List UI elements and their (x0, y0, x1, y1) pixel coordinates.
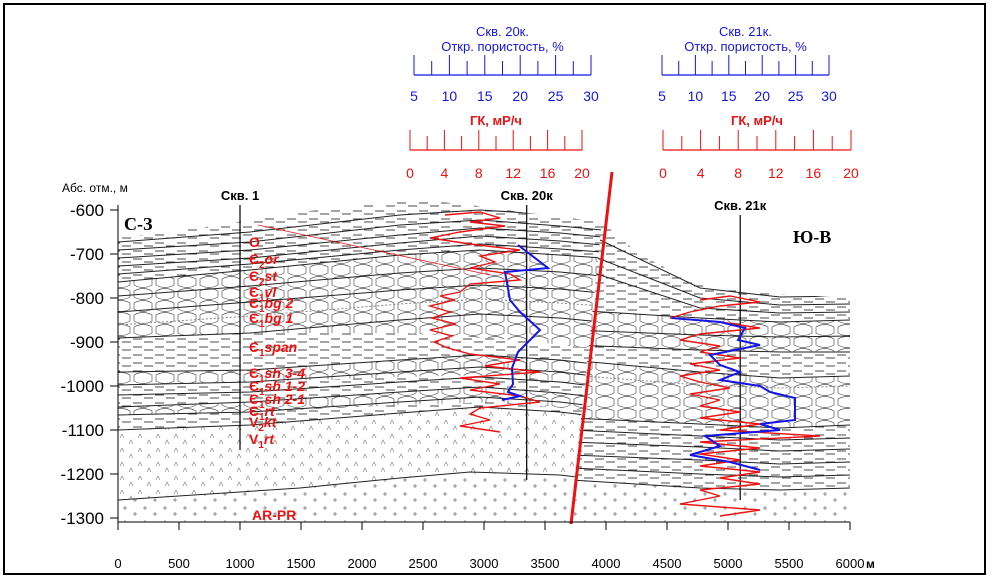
y-tick-label: -1300 (61, 509, 104, 528)
stratum-label: O (249, 234, 260, 250)
y-tick-label: -900 (70, 333, 104, 352)
stratum-label: AR-PR (252, 507, 296, 523)
elevation-axis-label: Абс. отм., м (62, 181, 128, 195)
x-tick-label: 1500 (287, 556, 316, 571)
porosity-tick-label: 25 (548, 88, 564, 104)
stratum-label: V2kt (249, 414, 278, 434)
x-tick-label: 4500 (653, 556, 682, 571)
direction-left: С-З (124, 214, 153, 234)
gamma-tick-label: 4 (441, 165, 449, 181)
porosity-scale-title: Откр. пористость, % (441, 39, 564, 54)
stratum-label: Є2st (249, 268, 278, 288)
porosity-scale-title: Откр. пористость, % (684, 39, 807, 54)
well-label: Скв. 21к (714, 198, 767, 213)
porosity-tick-label: 30 (583, 88, 599, 104)
direction-right: Ю-В (793, 227, 831, 247)
porosity-tick-label: 10 (688, 88, 704, 104)
porosity-tick-label: 15 (721, 88, 737, 104)
distance-axis: 0 500 1000 1500 2000 2500 3000 3500 4000 4500 5000… (114, 521, 865, 571)
well-label: Скв. 1 (221, 188, 259, 203)
well-label: Скв. 20к (501, 188, 554, 203)
porosity-tick-label: 20 (754, 88, 770, 104)
x-tick-label: 500 (168, 556, 190, 571)
stratum-label: Є1vl (249, 284, 277, 304)
porosity-scale-well: Скв. 21к. (719, 24, 772, 39)
gamma-tick-label: 0 (406, 165, 414, 181)
porosity-tick-label: 10 (442, 88, 458, 104)
porosity-tick-label: 15 (477, 88, 493, 104)
gamma-tick-label: 20 (574, 165, 590, 181)
porosity-log-well-21k (671, 317, 796, 471)
x-tick-label: 2000 (348, 556, 377, 571)
gamma-tick-label: 16 (806, 165, 822, 181)
y-tick-label: -1200 (61, 465, 104, 484)
gamma-tick-label: 8 (734, 165, 742, 181)
x-tick-label: 2500 (409, 556, 438, 571)
gamma-tick-label: 8 (475, 165, 483, 181)
stratum-label: Є2or (249, 251, 280, 271)
porosity-log-well-20k (501, 244, 551, 401)
x-tick-label: 5000 (714, 556, 743, 571)
stratum-label: Є1rt (249, 403, 276, 423)
porosity-tick-label: 5 (410, 88, 418, 104)
log-scales: Скв. 20к.Откр. пористость, %5 10 15 20 25 30С… (406, 24, 859, 181)
x-tick-label: 4000 (592, 556, 621, 571)
gamma-tick-label: 12 (505, 165, 521, 181)
x-tick-label: 1000 (226, 556, 255, 571)
correlation-line (257, 224, 491, 276)
y-tick-label: -800 (70, 289, 104, 308)
y-tick-label: -700 (70, 245, 104, 264)
gamma-tick-label: 16 (540, 165, 556, 181)
figure-frame (3, 3, 986, 575)
x-tick-label: 5500 (775, 556, 804, 571)
y-tick-label: -1100 (62, 421, 104, 440)
y-tick-label: -1000 (61, 377, 104, 396)
gamma-tick-label: 20 (843, 165, 859, 181)
porosity-scale-well: Скв. 20к. (476, 24, 529, 39)
y-tick-label: -600 (70, 201, 104, 220)
porosity-tick-label: 20 (512, 88, 528, 104)
x-tick-label: 3500 (531, 556, 560, 571)
gamma-log-well-20k (427, 211, 541, 433)
gamma-tick-label: 12 (768, 165, 784, 181)
x-tick-label: 3000 (470, 556, 499, 571)
gamma-tick-label: 4 (697, 165, 705, 181)
gamma-scale-title: ГК, мР/ч (731, 113, 783, 128)
fault-line (569, 171, 614, 525)
elevation-axis: -600 -700 -800 -900 -1000 -1100 -1200 -1300 (61, 201, 119, 528)
stratum-label: V1rt (249, 431, 275, 451)
x-tick-label: 0 (114, 556, 121, 571)
porosity-tick-label: 30 (821, 88, 837, 104)
porosity-tick-label: 5 (658, 88, 666, 104)
gamma-log-well-21k (669, 295, 821, 517)
left-block-strata (118, 200, 602, 522)
x-tick-label: 6000 (836, 556, 865, 571)
porosity-tick-label: 25 (788, 88, 804, 104)
gamma-tick-label: 0 (659, 165, 667, 181)
distance-unit: м (866, 557, 875, 571)
gamma-scale-title: ГК, мР/ч (470, 113, 522, 128)
